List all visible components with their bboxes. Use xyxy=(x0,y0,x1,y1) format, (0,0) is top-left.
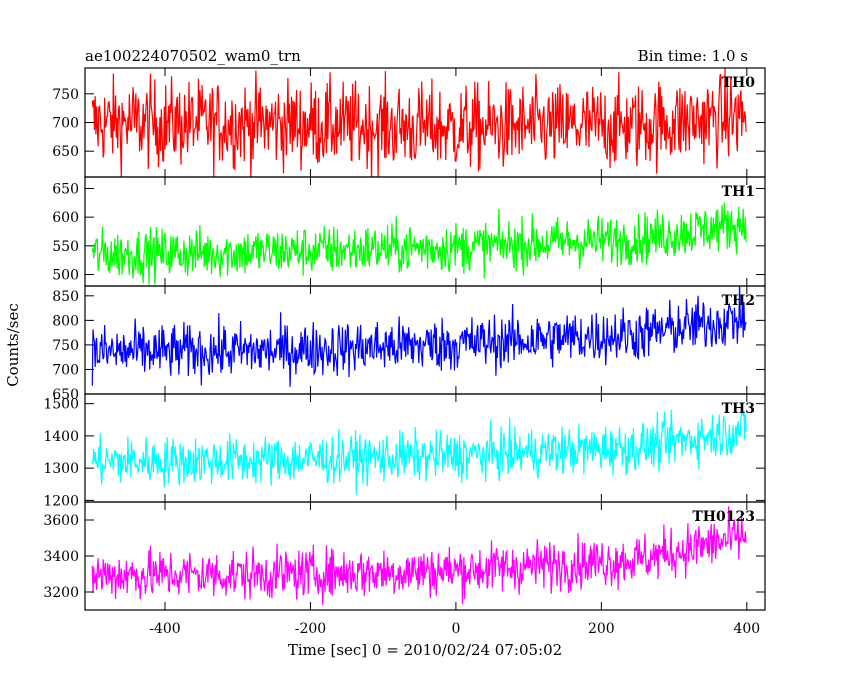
y-tick-label: 550 xyxy=(52,239,79,255)
series-line-th3 xyxy=(91,409,747,495)
y-tick-label: 1500 xyxy=(43,397,79,413)
y-tick-label: 700 xyxy=(52,362,79,378)
y-tick-label: 650 xyxy=(52,144,79,160)
x-axis: -400 -200 0 200 400 xyxy=(149,621,760,637)
y-tick-label: 750 xyxy=(52,87,79,103)
series-label: TH3 xyxy=(722,401,755,417)
series-label: TH0 xyxy=(722,75,756,91)
y-tick-label: 1300 xyxy=(43,461,79,477)
y-tick-label: 3600 xyxy=(43,513,79,529)
y-tick-label: 800 xyxy=(52,313,79,329)
panel-th0: 650 700 750 TH0 xyxy=(52,67,766,178)
series-label: TH1 xyxy=(722,184,755,200)
series-label: TH0123 xyxy=(692,509,755,525)
bin-time-label: Bin time: 1.0 s xyxy=(638,47,748,65)
y-tick-label: 3400 xyxy=(43,549,79,565)
panel-th3: 1200 1300 1400 1500 TH3 xyxy=(43,393,766,509)
series-line-th1 xyxy=(91,202,747,285)
panel-th2: 650 700 750 800 850 TH2 xyxy=(52,285,766,403)
y-tick-label: 3200 xyxy=(43,585,79,601)
x-tick-label: -200 xyxy=(295,621,326,637)
series-line-th2 xyxy=(91,286,747,387)
x-axis-label: Time [sec] 0 = 2010/02/24 07:05:02 xyxy=(288,641,562,659)
y-tick-label: 750 xyxy=(52,338,79,354)
y-tick-label: 500 xyxy=(52,268,79,284)
x-tick-label: 200 xyxy=(588,621,615,637)
y-tick-label: 1400 xyxy=(43,429,79,445)
y-tick-label: 600 xyxy=(52,210,79,226)
series-label: TH2 xyxy=(722,293,755,309)
y-tick-label: 650 xyxy=(52,387,79,403)
y-tick-label: 1200 xyxy=(43,493,79,509)
y-tick-label: 850 xyxy=(52,289,79,305)
y-axis-label: Counts/sec xyxy=(4,303,22,387)
y-tick-label: 700 xyxy=(52,116,79,132)
panel-th1: 500 550 600 650 TH1 xyxy=(52,176,766,287)
panels-group: 650 700 750 TH0 500 550 600 650 TH1 650 700 750 800 8… xyxy=(43,67,766,611)
panel-th0123: 3200 3400 3600 TH0123 xyxy=(43,501,766,611)
series-line-th0123 xyxy=(91,506,747,606)
chart-title: ae100224070502_wam0_trn xyxy=(85,47,301,65)
x-tick-label: 400 xyxy=(733,621,760,637)
y-tick-label: 650 xyxy=(52,181,79,197)
x-tick-label: -400 xyxy=(149,621,180,637)
x-tick-label: 0 xyxy=(451,621,460,637)
series-line-th0 xyxy=(91,68,747,177)
